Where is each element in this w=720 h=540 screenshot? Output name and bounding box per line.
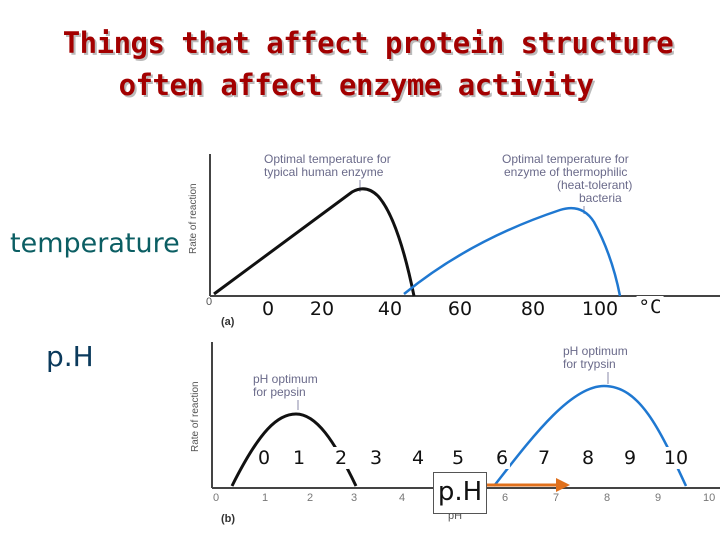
trypsin-curve	[493, 384, 688, 487]
axis-tick-9: 9	[655, 492, 661, 504]
annotation-thermophile-line-2: enzyme of thermophilic	[504, 165, 627, 179]
panel-a-label: (a)	[221, 316, 235, 328]
temp-tick-80: 80	[518, 298, 548, 320]
annotation-human-enzyme: Optimal temperature for typical human en…	[264, 152, 394, 179]
human-enzyme-curve	[213, 187, 416, 297]
annotation-pepsin-line-1: pH optimum	[253, 372, 318, 386]
orange-arrow-head-icon	[556, 478, 570, 492]
axis-tick-7: 7	[553, 492, 559, 504]
ph-tick-0: 0	[255, 447, 273, 469]
annotation-trypsin-line-2: for trypsin	[563, 357, 616, 371]
panel-a-origin: 0	[206, 296, 212, 308]
title-line-2: often affect enzyme activity	[118, 68, 594, 102]
temp-tick-20: 20	[307, 298, 337, 320]
axis-tick-1: 1	[262, 492, 268, 504]
annotation-human-line-2: typical human enzyme	[264, 165, 384, 179]
annotation-trypsin: pH optimum for trypsin	[563, 344, 631, 371]
ph-tick-10: 10	[661, 447, 691, 469]
annotation-human-line-1: Optimal temperature for	[264, 152, 391, 166]
axis-tick-10: 10	[703, 492, 715, 504]
annotation-thermophile-line-3: (heat-tolerant)	[557, 178, 632, 192]
ph-tick-2: 2	[332, 447, 350, 469]
panel-a-y-label: Rate of reaction	[188, 183, 199, 254]
axis-tick-3: 3	[351, 492, 357, 504]
temperature-label: temperature	[8, 228, 184, 261]
ph-tick-9: 9	[621, 447, 639, 469]
title-line-1: Things that affect protein structure	[62, 26, 674, 60]
panel-b-label: (b)	[221, 513, 235, 525]
ph-tick-4: 4	[409, 447, 427, 469]
annotation-trypsin-line-1: pH optimum	[563, 344, 628, 358]
ph-tick-3: 3	[367, 447, 385, 469]
thermophile-enzyme-curve	[403, 206, 622, 297]
axis-tick-0: 0	[213, 492, 219, 504]
axis-tick-4: 4	[399, 492, 405, 504]
temp-tick-60: 60	[445, 298, 475, 320]
temp-unit: °C	[636, 296, 664, 318]
annotation-thermophile-line-4: bacteria	[579, 191, 622, 205]
ph-tick-7: 7	[535, 447, 553, 469]
axis-tick-8: 8	[604, 492, 610, 504]
ph-tick-1: 1	[290, 447, 308, 469]
ph-tick-8: 8	[579, 447, 597, 469]
temp-tick-0: 0	[259, 298, 277, 320]
axis-tick-2: 2	[307, 492, 313, 504]
ph-tick-5: 5	[449, 447, 467, 469]
axis-tick-6: 6	[502, 492, 508, 504]
temp-tick-40: 40	[375, 298, 405, 320]
ph-axis-box: p.H	[433, 472, 487, 514]
annotation-thermophile: Optimal temperature for enzyme of thermo…	[502, 152, 636, 205]
panel-b-y-label: Rate of reaction	[190, 381, 201, 452]
annotation-pepsin: pH optimum for pepsin	[253, 372, 321, 399]
annotation-pepsin-line-2: for pepsin	[253, 385, 306, 399]
ph-tick-6: 6	[493, 447, 511, 469]
annotation-thermophile-line-1: Optimal temperature for	[502, 152, 629, 166]
ph-label: p.H	[46, 340, 94, 373]
temp-tick-100: 100	[579, 298, 621, 320]
